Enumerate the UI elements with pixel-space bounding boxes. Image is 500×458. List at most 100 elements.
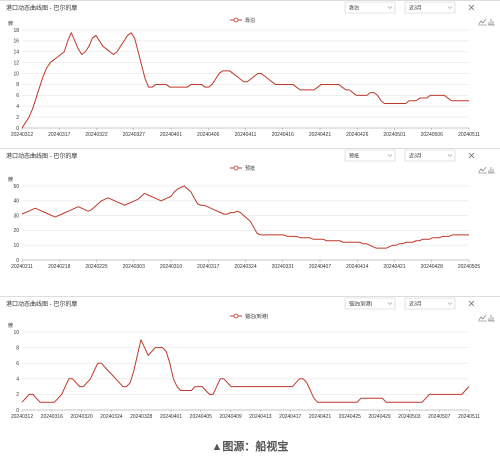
- x-tick-label: 20240406: [197, 132, 219, 138]
- x-tick-label: 20240328: [130, 414, 152, 420]
- x-tick-label: 20240218: [48, 264, 70, 270]
- chevron-down-icon: [387, 302, 393, 305]
- y-tick-label: 0: [16, 408, 19, 414]
- legend-marker: [233, 165, 239, 171]
- range-select[interactable]: 近3月: [404, 149, 456, 162]
- close-icon[interactable]: [468, 4, 475, 11]
- close-icon[interactable]: [468, 152, 475, 159]
- x-tick-label: 20240421: [309, 414, 331, 420]
- bar-chart-icon[interactable]: [488, 315, 495, 322]
- metric-select-value: 靠泊: [349, 5, 359, 12]
- metric-select[interactable]: 预抵: [344, 149, 396, 162]
- chart-panel-2: 港口动态曲线图 - 巴尔的摩 预抵 近3月预抵艘010203040502024021…: [0, 148, 500, 270]
- range-select[interactable]: 近3月: [404, 1, 456, 14]
- figure-caption: ▲图源：船视宝: [212, 439, 289, 453]
- y-tick-label: 16: [13, 39, 19, 45]
- chevron-down-icon: [447, 154, 453, 157]
- x-tick-label: 20240312: [11, 414, 33, 420]
- x-tick-label: 20240411: [235, 132, 257, 138]
- x-tick-label: 20240429: [368, 414, 390, 420]
- range-select-value: 近3月: [409, 153, 422, 160]
- range-select[interactable]: 近3月: [404, 297, 456, 310]
- x-tick-label: 20240407: [309, 264, 331, 270]
- y-tick-label: 10: [13, 243, 19, 249]
- x-tick-label: 20240501: [383, 132, 405, 138]
- x-tick-label: 20240317: [197, 264, 219, 270]
- range-select-value: 近3月: [409, 301, 422, 308]
- legend[interactable]: 预抵: [230, 165, 255, 172]
- legend-label: 预抵: [245, 165, 255, 172]
- y-tick-label: 10: [13, 71, 19, 77]
- x-tick-label: 20240324: [234, 264, 256, 270]
- x-tick-label: 20240511: [458, 132, 480, 138]
- x-tick-label: 20240211: [11, 264, 33, 270]
- y-tick-label: 4: [16, 377, 19, 383]
- panel-title: 港口动态曲线图 - 巴尔的摩: [6, 4, 77, 12]
- line-chart-icon[interactable]: [478, 166, 487, 174]
- chevron-down-icon: [447, 6, 453, 9]
- x-tick-label: 20240401: [160, 132, 182, 138]
- x-tick-label: 20240511: [458, 414, 480, 420]
- line-chart-icon[interactable]: [478, 314, 487, 322]
- x-tick-label: 20240327: [123, 132, 145, 138]
- x-tick-label: 20240417: [279, 414, 301, 420]
- x-tick-label: 20240303: [123, 264, 145, 270]
- legend-marker: [233, 313, 239, 319]
- legend[interactable]: 锚泊(到港): [230, 313, 269, 320]
- y-tick-label: 6: [16, 93, 19, 99]
- metric-select-value: 预抵: [349, 153, 359, 160]
- legend-label: 锚泊(到港): [245, 313, 269, 320]
- x-tick-label: 20240401: [160, 414, 182, 420]
- x-tick-label: 20240413: [249, 414, 271, 420]
- panel-title: 港口动态曲线图 - 巴尔的摩: [6, 152, 77, 160]
- y-unit-label: 艘: [8, 176, 13, 183]
- x-tick-label: 20240503: [398, 414, 420, 420]
- y-unit-label: 艘: [8, 322, 13, 329]
- x-tick-label: 20240331: [272, 264, 294, 270]
- series-line: [21, 185, 469, 249]
- y-tick-label: 20: [13, 228, 19, 234]
- x-tick-label: 20240425: [339, 414, 361, 420]
- y-tick-label: 30: [13, 213, 19, 219]
- x-tick-label: 20240320: [70, 414, 92, 420]
- bar-chart-icon[interactable]: [488, 19, 495, 26]
- x-tick-label: 20240409: [219, 414, 241, 420]
- x-tick-label: 20240322: [85, 132, 107, 138]
- legend-label: 靠泊: [245, 17, 255, 24]
- x-tick-label: 20240426: [346, 132, 368, 138]
- x-tick-label: 20240505: [458, 264, 480, 270]
- y-tick-label: 8: [16, 82, 19, 88]
- chevron-down-icon: [387, 154, 393, 157]
- x-tick-label: 20240225: [85, 264, 107, 270]
- y-tick-label: 40: [13, 199, 19, 205]
- line-chart-icon[interactable]: [478, 18, 487, 26]
- y-tick-label: 50: [13, 184, 19, 190]
- y-tick-label: 12: [13, 60, 19, 66]
- chart-panel-1: 港口动态曲线图 - 巴尔的摩 靠泊 近3月靠泊艘024681012141618202…: [0, 0, 500, 138]
- y-tick-label: 2: [16, 392, 19, 398]
- y-tick-label: 14: [13, 50, 19, 56]
- x-tick-label: 20240324: [100, 414, 122, 420]
- metric-select[interactable]: 锚泊(到港): [344, 297, 396, 310]
- range-select-value: 近3月: [409, 5, 422, 12]
- close-icon[interactable]: [468, 300, 475, 307]
- series-line: [21, 32, 469, 129]
- x-tick-label: 20240414: [346, 264, 368, 270]
- series-line: [21, 339, 470, 403]
- chevron-down-icon: [447, 302, 453, 305]
- metric-select-value: 锚泊(到港): [349, 301, 373, 308]
- panel-title: 港口动态曲线图 - 巴尔的摩: [6, 300, 77, 308]
- y-tick-label: 0: [16, 126, 19, 132]
- x-tick-label: 20240421: [309, 132, 331, 138]
- x-tick-label: 20240316: [41, 414, 63, 420]
- x-tick-label: 20240405: [190, 414, 212, 420]
- y-tick-label: 2: [16, 115, 19, 121]
- x-tick-label: 20240507: [428, 414, 450, 420]
- legend[interactable]: 靠泊: [230, 17, 255, 24]
- chart-panel-3: 港口动态曲线图 - 巴尔的摩 锚泊(到港) 近3月锚泊(到港)艘0246810202…: [0, 296, 500, 420]
- chevron-down-icon: [387, 6, 393, 9]
- bar-chart-icon[interactable]: [488, 167, 495, 174]
- x-tick-label: 20240317: [48, 132, 70, 138]
- metric-select[interactable]: 靠泊: [344, 1, 396, 14]
